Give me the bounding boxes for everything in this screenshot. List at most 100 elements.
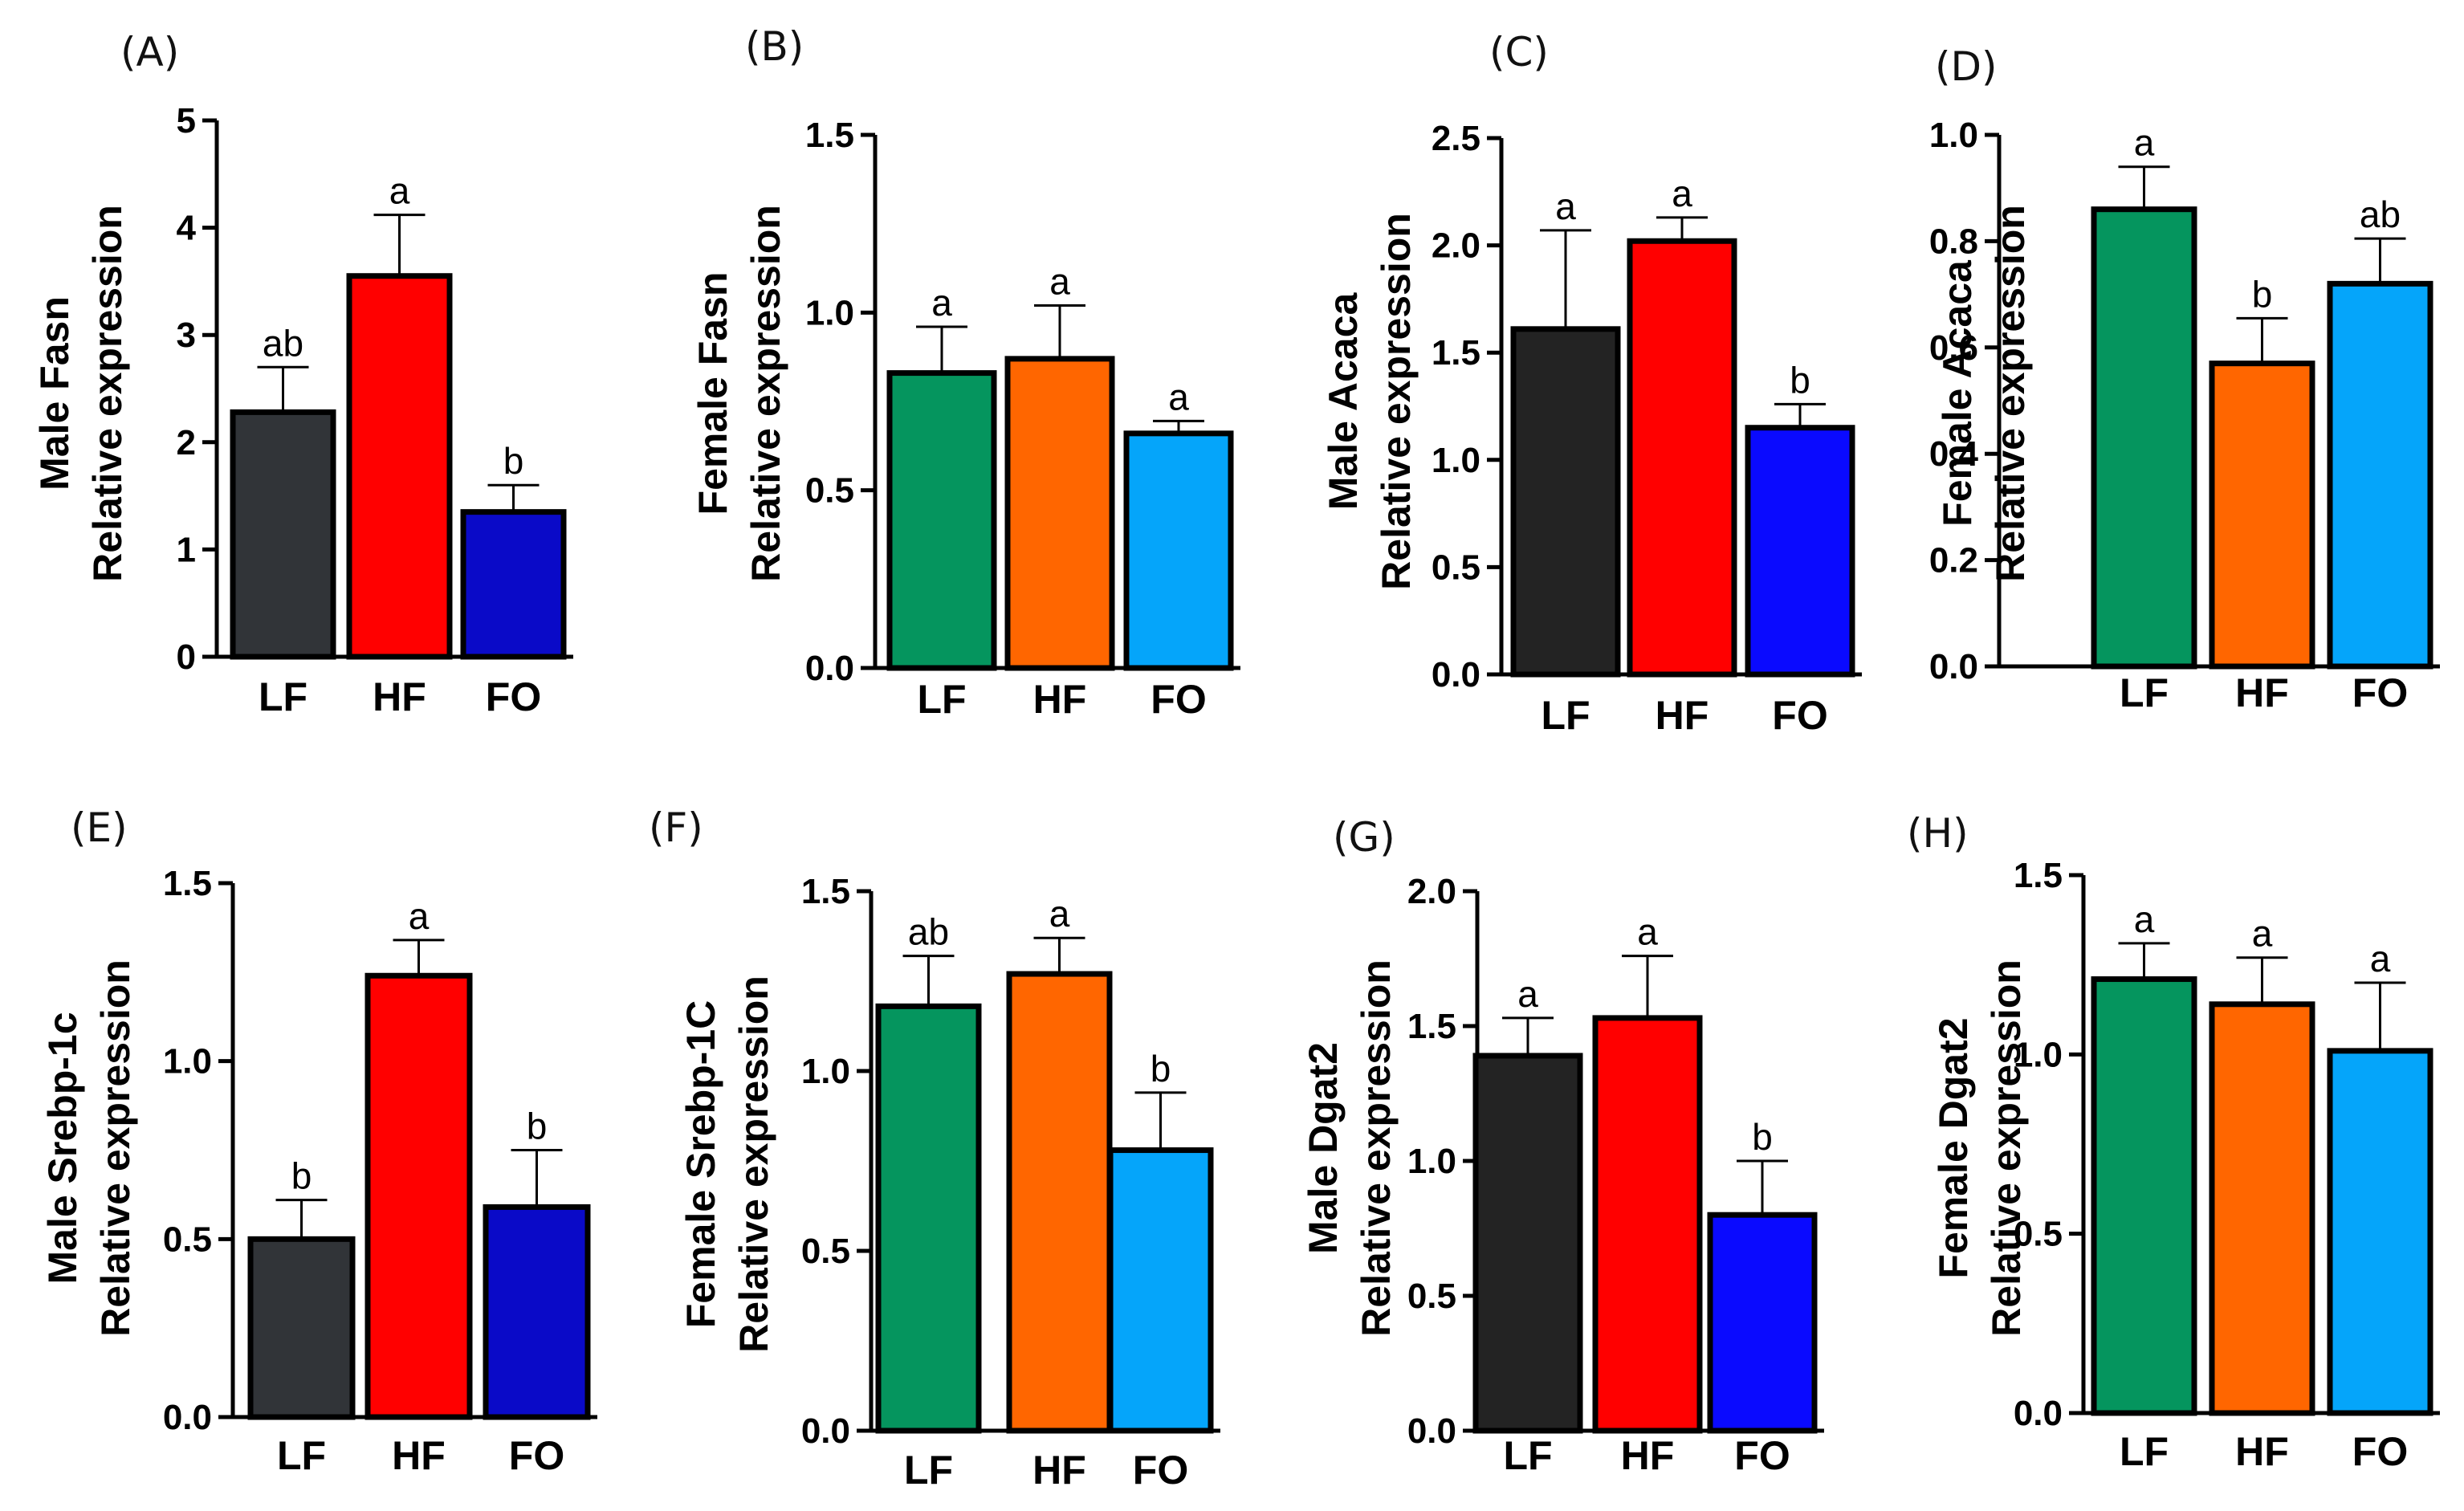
panel-letter: (E) (71, 804, 128, 851)
chart-panel: (F) Female Srebp-1C Relative expression 0.0… (649, 804, 1220, 1493)
y-tick-label: 0.0 (1432, 655, 1480, 694)
category-label: FO (2352, 670, 2408, 715)
y-tick-label: 1.0 (163, 1042, 212, 1081)
significance-label: ab (263, 322, 303, 364)
y-axis-label: Male Fasn Relative expression (32, 205, 130, 582)
significance-label: ab (908, 911, 949, 953)
bar-fo (483, 1204, 591, 1420)
significance-label: b (503, 440, 524, 482)
significance-label: a (1555, 185, 1576, 227)
y-tick-label: 2 (177, 423, 196, 462)
y-tick-label: 0.0 (805, 649, 854, 688)
category-label: LF (277, 1433, 326, 1478)
y-tick-label: 0.5 (163, 1220, 212, 1259)
significance-label: b (527, 1106, 548, 1147)
y-tick-label: 0.0 (1929, 647, 1978, 686)
significance-label: a (409, 895, 430, 937)
bar-lf (247, 1236, 356, 1420)
bar-fo (2327, 280, 2433, 670)
y-tick-label: 1.5 (805, 116, 854, 155)
significance-label: b (1752, 1116, 1773, 1158)
bar-hf (1006, 971, 1113, 1434)
chart-panel: (H) Female Dgat2 Relative expression 0.0 0.5… (1907, 810, 2440, 1474)
y-axis-label-measure: Relative expression (1354, 959, 1399, 1337)
y-tick-label: 1.5 (801, 872, 850, 911)
category-label: HF (2235, 1429, 2289, 1474)
y-tick-label: 5 (177, 101, 196, 141)
category-label: FO (1133, 1448, 1188, 1493)
bar-hf (2209, 360, 2315, 670)
y-tick-label: 1.0 (2014, 1035, 2063, 1074)
bar-lf (1510, 326, 1621, 678)
chart-panel: (G) Male Dgat2 Relative expression 0.0 0.5 1.… (1301, 814, 1824, 1478)
category-label: HF (392, 1433, 446, 1478)
bar-hf (346, 273, 453, 660)
y-tick-label: 0.0 (163, 1398, 212, 1437)
y-axis-label-gene: Male Fasn (32, 296, 77, 491)
category-label: HF (1032, 1448, 1086, 1493)
significance-label: a (1517, 973, 1538, 1015)
bar-hf (1627, 238, 1737, 678)
category-label: HF (373, 674, 426, 719)
y-tick-label: 0.5 (805, 471, 854, 511)
significance-label: a (2134, 122, 2155, 164)
y-tick-label: 0.0 (1407, 1411, 1456, 1451)
y-axis-label-gene: Male Srebp-1c (40, 1012, 85, 1284)
y-axis-label-measure: Relative expression (743, 205, 788, 582)
category-label: LF (2120, 670, 2169, 715)
panel-letter: (A) (120, 29, 179, 75)
chart-panel: (E) Male Srebp-1c Relative expression 0.0 0.… (40, 804, 597, 1478)
category-label: FO (486, 674, 541, 719)
significance-label: b (1151, 1048, 1171, 1089)
category-label: HF (1621, 1433, 1675, 1478)
y-tick-label: 0.6 (1929, 328, 1978, 368)
significance-label: a (1049, 260, 1070, 302)
category-label: LF (2120, 1429, 2169, 1474)
significance-label: b (291, 1155, 312, 1197)
bar-hf (2209, 1001, 2315, 1416)
y-tick-label: 0 (177, 637, 196, 677)
y-axis-label-measure: Relative expression (1988, 205, 2033, 582)
chart-panel: (C) Male Acaca Relative expression 0.0 0.5 1.… (1321, 29, 1862, 738)
bar-hf (365, 972, 473, 1420)
bar-lf (2091, 976, 2197, 1416)
category-label: LF (259, 674, 307, 719)
y-tick-label: 1.0 (801, 1052, 850, 1091)
y-tick-label: 0.2 (1929, 541, 1978, 580)
y-tick-label: 4 (177, 209, 197, 248)
y-tick-label: 1 (177, 530, 196, 569)
y-axis-label-gene: Female Srebp-1C (678, 1000, 723, 1328)
bar-lf (875, 1003, 982, 1434)
significance-label: a (1672, 173, 1692, 214)
bar-fo (1707, 1212, 1818, 1434)
significance-label: a (1637, 911, 1658, 953)
bar-lf (886, 370, 997, 671)
y-axis-label-measure: Relative expression (731, 975, 776, 1353)
bar-fo (460, 509, 567, 660)
chart-panel: (D) Female Acaca Relative expression 0.0 0.2… (1929, 43, 2440, 715)
bar-fo (2327, 1048, 2433, 1416)
y-axis-label: Female Dgat2 Relative expression (1931, 959, 2029, 1337)
y-axis-label: Female Srebp-1C Relative expression (678, 975, 776, 1353)
y-axis-label-gene: Male Acaca (1321, 292, 1366, 511)
y-tick-label: 1.0 (1407, 1142, 1456, 1181)
category-label: FO (1151, 677, 1206, 722)
y-tick-label: 2.0 (1432, 226, 1480, 266)
significance-label: a (1168, 376, 1189, 417)
chart-panel: (A)Male Fasn Relative expression012345abL… (32, 29, 573, 719)
panel-letter: (B) (745, 23, 804, 70)
y-axis-label: Male Acaca Relative expression (1321, 213, 1419, 590)
y-tick-label: 0.5 (2014, 1215, 2063, 1254)
y-axis-label-measure: Relative expression (1374, 213, 1419, 590)
panel-letter: (C) (1489, 29, 1549, 75)
category-label: FO (2352, 1429, 2408, 1474)
significance-label: b (2252, 273, 2273, 315)
y-axis-label-gene: Female Dgat2 (1931, 1017, 1976, 1278)
y-tick-label: 1.5 (2014, 856, 2063, 895)
bar-fo (1745, 425, 1855, 678)
bar-hf (1004, 356, 1115, 671)
y-tick-label: 2.0 (1407, 872, 1456, 911)
category-label: HF (1033, 677, 1087, 722)
y-tick-label: 0.5 (1432, 548, 1480, 587)
